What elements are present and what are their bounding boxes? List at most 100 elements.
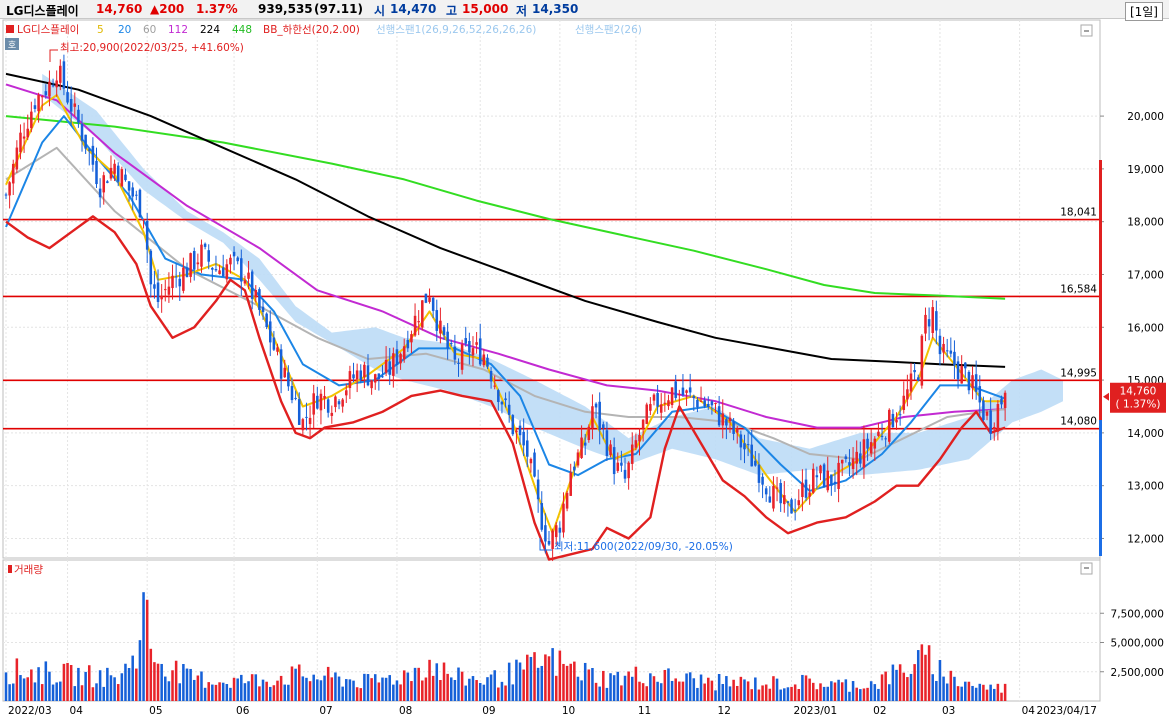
candle-body [743, 443, 746, 450]
volume-bar [913, 664, 916, 701]
candle-body [526, 440, 529, 457]
candle [996, 400, 1000, 441]
volume-bar [659, 683, 663, 701]
candle [902, 381, 906, 414]
scale-bar-lower[interactable] [1099, 420, 1102, 556]
candle-body [1003, 392, 1007, 409]
candle-body [971, 375, 974, 389]
volume-bar [149, 648, 153, 701]
candle-body [659, 404, 663, 413]
candle [663, 392, 667, 412]
candle [124, 168, 127, 182]
volume-bar [40, 684, 44, 701]
candle-body [424, 293, 428, 303]
candle [468, 332, 471, 365]
candle [370, 380, 373, 395]
candle [544, 513, 547, 554]
volume-bar [460, 671, 464, 701]
candle [649, 397, 652, 416]
candle [804, 468, 808, 502]
candle-body [399, 353, 402, 364]
volume-bar [113, 677, 116, 701]
candle-body [587, 426, 591, 441]
candle [229, 254, 232, 274]
candle [272, 331, 276, 351]
stock-name[interactable]: LG디스플레이 [6, 4, 79, 18]
candle [815, 466, 819, 490]
volume-bar [757, 689, 761, 701]
date-tick-label: 2023/01 [794, 705, 838, 717]
ma224-line [5, 72, 1006, 368]
candle-body [634, 440, 638, 448]
candle-body [471, 348, 475, 356]
low-label: 저 [516, 4, 528, 18]
candle-body [558, 527, 562, 533]
candle-body [171, 275, 174, 289]
candle [424, 293, 428, 304]
candle [913, 363, 916, 380]
candle [717, 396, 721, 428]
small-label-box[interactable] [5, 38, 19, 50]
candle-body [116, 165, 120, 182]
volume-bar [120, 673, 124, 701]
panel-scroll-up[interactable] [1080, 24, 1093, 37]
candle [775, 476, 779, 502]
candle-body [236, 257, 239, 262]
candle [399, 352, 402, 370]
volume-scroll-up[interactable] [1080, 562, 1093, 575]
volume-bar [493, 670, 496, 701]
volume-bar [945, 683, 949, 701]
volume-bar [554, 675, 558, 701]
volume-bar [30, 669, 33, 701]
candle-body [243, 280, 247, 284]
small-label[interactable]: 호 [8, 40, 16, 51]
candle-body [826, 470, 830, 491]
volume-bar [11, 683, 15, 701]
candle-body [109, 167, 113, 179]
volume-bar [464, 685, 468, 701]
volume-bar [182, 664, 185, 701]
candle [953, 340, 956, 379]
date-tick-label: 2023/04/17 [1036, 705, 1097, 717]
candle [529, 457, 533, 473]
volume-bar [746, 681, 750, 701]
date-tick-label: 02 [873, 705, 886, 717]
volume-bar [363, 673, 366, 701]
volume-bar [822, 686, 826, 701]
candle [971, 366, 974, 400]
candle-body [772, 486, 775, 509]
volume-bar [232, 677, 236, 701]
candle [178, 271, 182, 301]
volume-bar [786, 687, 790, 701]
candle-body [48, 81, 51, 97]
volume-bar [710, 680, 714, 701]
candle-body [840, 459, 844, 464]
candle-body [938, 335, 942, 355]
scale-bar-upper[interactable] [1099, 160, 1102, 420]
price-axis: 12,00013,00014,00015,00016,00017,00018,0… [1100, 111, 1164, 545]
candle [735, 426, 739, 444]
volume-bar [301, 676, 305, 701]
volume-bar [44, 661, 48, 701]
volume-bar [551, 648, 554, 701]
volume-bar [287, 684, 290, 701]
candle-body [804, 479, 808, 498]
volume-bar [971, 685, 974, 701]
candle [873, 436, 877, 461]
candle [587, 424, 591, 443]
volume-bar [833, 682, 837, 701]
volume-bar [95, 683, 98, 701]
candle [174, 263, 178, 288]
volume-bar [862, 688, 866, 701]
legend-ma60: 60 [143, 24, 156, 36]
volume-bar [431, 675, 435, 701]
candle [312, 384, 315, 429]
candle-body [203, 243, 207, 247]
period-selector[interactable]: [1일] [1124, 2, 1163, 21]
candle [167, 272, 171, 303]
volume-bar [620, 685, 623, 701]
candle-body [138, 189, 142, 218]
candle-body [359, 370, 363, 380]
candle [811, 463, 815, 495]
candle-body [656, 393, 659, 407]
